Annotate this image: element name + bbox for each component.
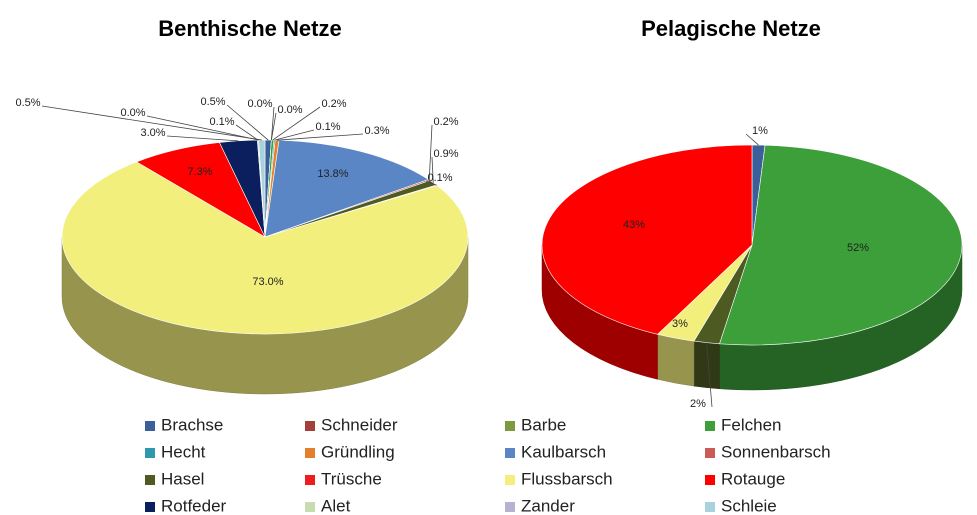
legend-label: Rotfeder [161, 496, 227, 515]
legend-swatch [305, 421, 315, 431]
leader-line [431, 156, 434, 183]
legend-label: Gründling [321, 442, 395, 461]
value-label: 1% [752, 125, 768, 137]
legend-swatch [145, 448, 155, 458]
legend-label: Hasel [161, 469, 204, 488]
legend-swatch [145, 475, 155, 485]
chart-title: Pelagische Netze [641, 16, 821, 41]
pie-slice [541, 144, 753, 335]
legend-swatch [705, 448, 715, 458]
value-label: 2% [690, 398, 706, 410]
legend-label: Schleie [721, 496, 777, 515]
pie-slice [258, 139, 266, 238]
value-label: 0.1% [427, 172, 452, 184]
leader-line [274, 129, 315, 141]
value-label: 0.1% [315, 121, 340, 133]
leader-line [235, 124, 259, 141]
value-label: 0.2% [433, 116, 458, 128]
leader-line [226, 104, 269, 141]
value-label: 7.3% [187, 166, 212, 178]
value-label: 0.0% [247, 98, 272, 110]
leader-line [146, 115, 259, 141]
pie-slice [264, 139, 430, 238]
leader-line [706, 342, 713, 408]
legend-label: Hecht [161, 442, 206, 461]
leader-line [745, 133, 759, 146]
leader-line [270, 106, 275, 141]
value-label: 0.5% [15, 97, 40, 109]
leader-line [428, 124, 433, 181]
legend-swatch [705, 502, 715, 512]
legend-label: Trüsche [321, 469, 382, 488]
legend-swatch [305, 502, 315, 512]
legend-swatch [145, 421, 155, 431]
value-label: 13.8% [317, 168, 348, 180]
legend-swatch [505, 475, 515, 485]
legend-swatch [505, 502, 515, 512]
value-label: 0.0% [120, 107, 145, 119]
legend-swatch [505, 448, 515, 458]
value-label: 0.0% [277, 104, 302, 116]
legend-label: Zander [521, 496, 575, 515]
value-label: 73.0% [252, 276, 283, 288]
legend-swatch [145, 502, 155, 512]
legend-swatch [305, 448, 315, 458]
value-label: 43% [623, 219, 645, 231]
value-label: 0.3% [364, 125, 389, 137]
value-label: 0.9% [433, 148, 458, 160]
leader-line [270, 112, 277, 141]
legend-label: Felchen [721, 415, 781, 434]
leader-line [166, 135, 239, 142]
value-label: 3.0% [140, 127, 165, 139]
pie-side [657, 333, 695, 387]
value-label: 0.5% [200, 96, 225, 108]
value-label: 3% [672, 318, 688, 330]
legend-label: Sonnenbarsch [721, 442, 831, 461]
legend-swatch [305, 475, 315, 485]
legend-swatch [705, 421, 715, 431]
pie-slice [719, 144, 963, 346]
value-label: 0.2% [321, 98, 346, 110]
legend-label: Brachse [161, 415, 223, 434]
legend-label: Schneider [321, 415, 398, 434]
leader-line [272, 106, 321, 141]
legend-swatch [505, 421, 515, 431]
value-label: 52% [847, 242, 869, 254]
legend-label: Kaulbarsch [521, 442, 606, 461]
pie-slice [61, 161, 469, 335]
leader-line [277, 133, 364, 141]
legend-label: Alet [321, 496, 351, 515]
legend-swatch [705, 475, 715, 485]
legend-label: Barbe [521, 415, 566, 434]
chart-title: Benthische Netze [158, 16, 341, 41]
legend-label: Rotauge [721, 469, 785, 488]
value-label: 0.1% [209, 116, 234, 128]
leader-line [41, 105, 262, 141]
leader-line [425, 180, 437, 186]
legend-label: Flussbarsch [521, 469, 613, 488]
